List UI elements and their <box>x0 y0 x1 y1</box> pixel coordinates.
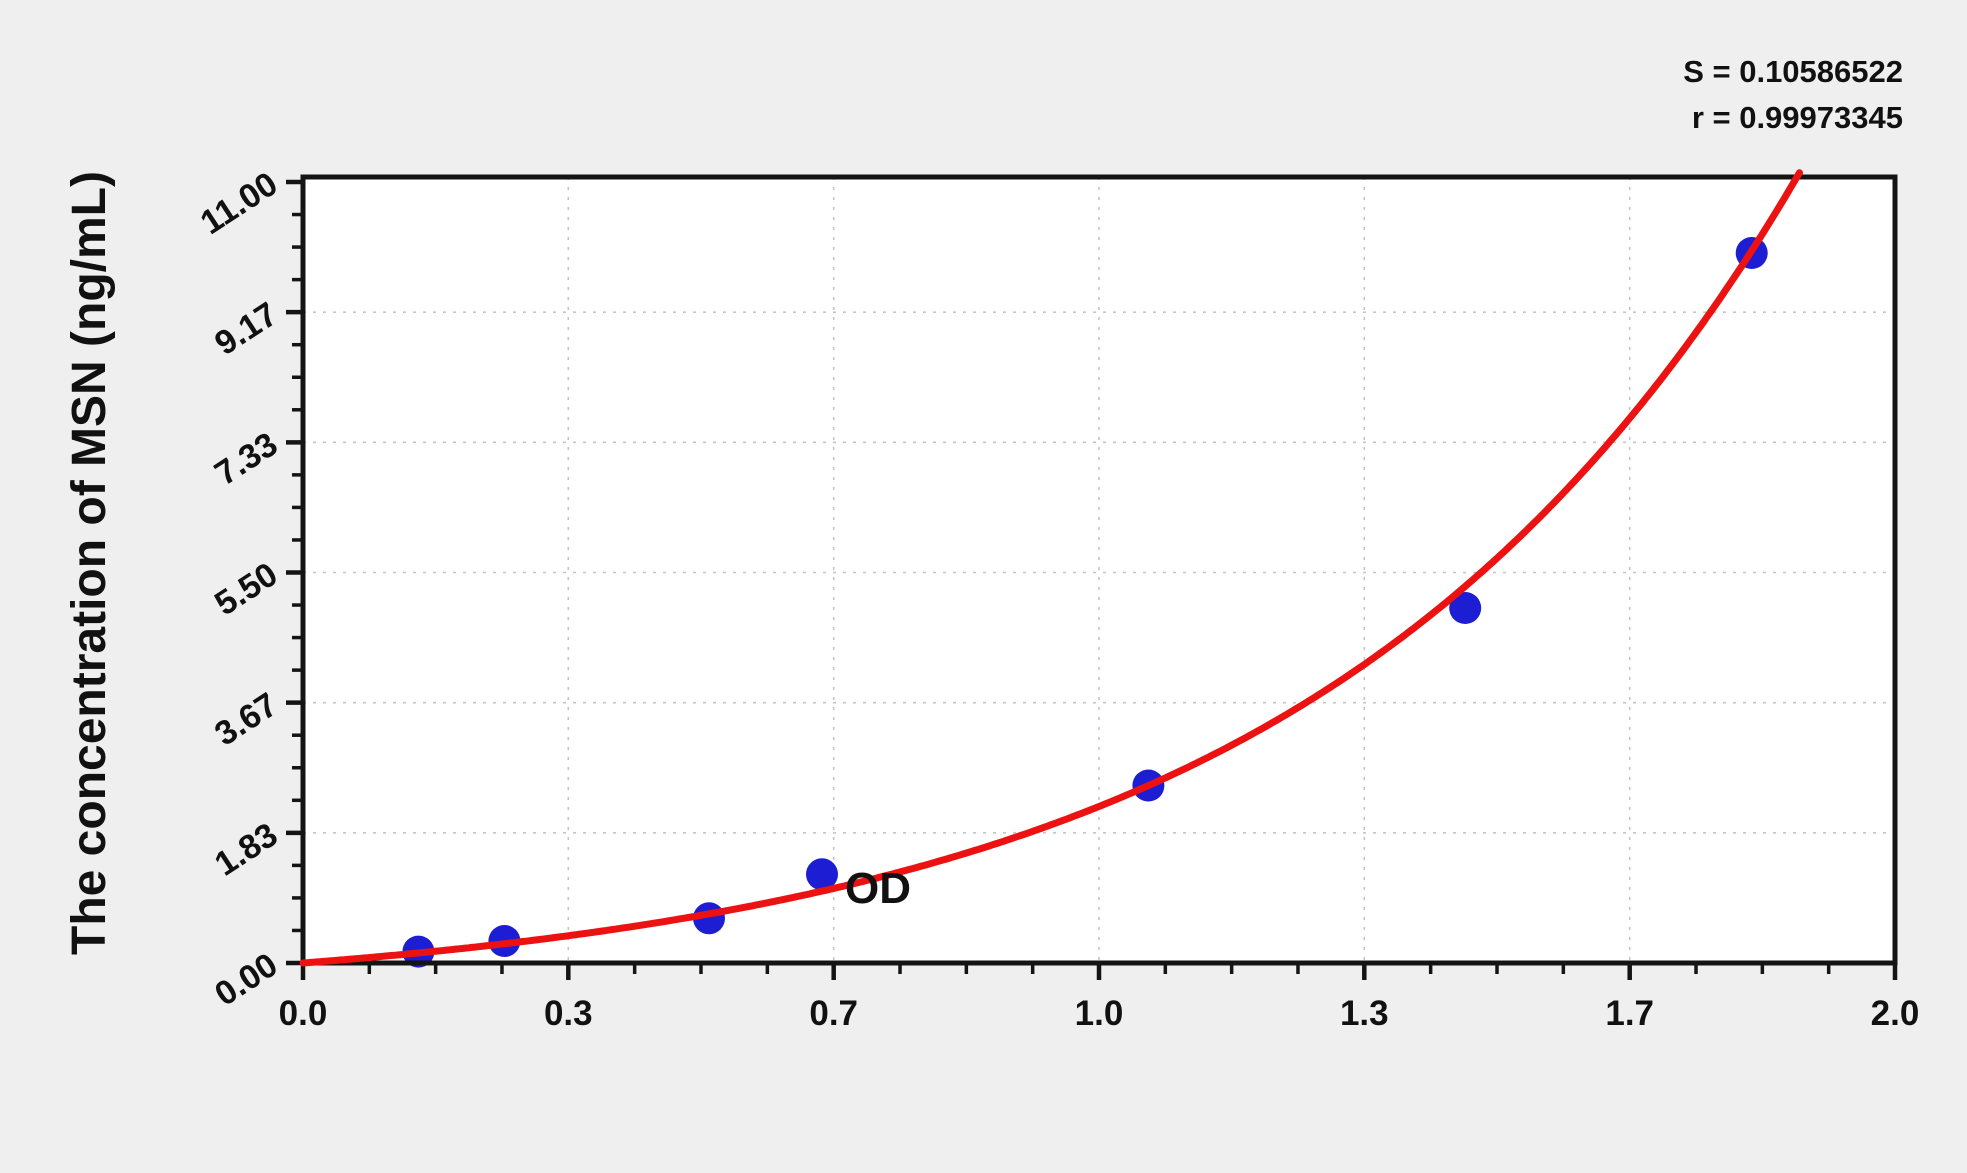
y-axis-title: The concentration of MSN (ng/mL) <box>63 171 116 955</box>
y-tick-label: 3.67 <box>208 686 284 754</box>
data-point <box>1449 592 1482 624</box>
y-tick-label: 9.17 <box>208 295 284 363</box>
x-tick-label: 1.7 <box>1605 994 1654 1033</box>
x-tick-label: 0.0 <box>279 994 328 1033</box>
y-tick-label: 5.50 <box>208 555 284 623</box>
y-tick-label: 11.00 <box>194 165 284 242</box>
x-tick-label: 1.3 <box>1340 994 1389 1033</box>
x-tick-label: 2.0 <box>1871 994 1920 1033</box>
data-point <box>806 858 838 891</box>
y-tick-label: 0.00 <box>208 946 284 1014</box>
x-tick-label: 0.7 <box>809 994 858 1033</box>
x-tick-label: 1.0 <box>1075 994 1124 1033</box>
x-tick-label: 0.3 <box>544 994 593 1033</box>
stat-s-value: S = 0.10586522 <box>1683 54 1903 89</box>
fit-curve <box>299 169 1803 967</box>
y-tick-labels: 0.00 1.83 3.67 5.50 7.33 9.17 11.00 <box>194 165 284 1014</box>
x-axis-title: OD <box>845 864 911 913</box>
y-tick-label: 1.83 <box>208 816 284 884</box>
y-tick-label: 7.33 <box>208 425 284 493</box>
axis-ticks <box>286 179 1898 980</box>
gridlines <box>303 177 1895 963</box>
x-tick-labels: 0.0 0.3 0.7 1.0 1.3 1.7 2.0 <box>279 994 1920 1033</box>
stat-r-value: r = 0.99973345 <box>1692 100 1903 135</box>
